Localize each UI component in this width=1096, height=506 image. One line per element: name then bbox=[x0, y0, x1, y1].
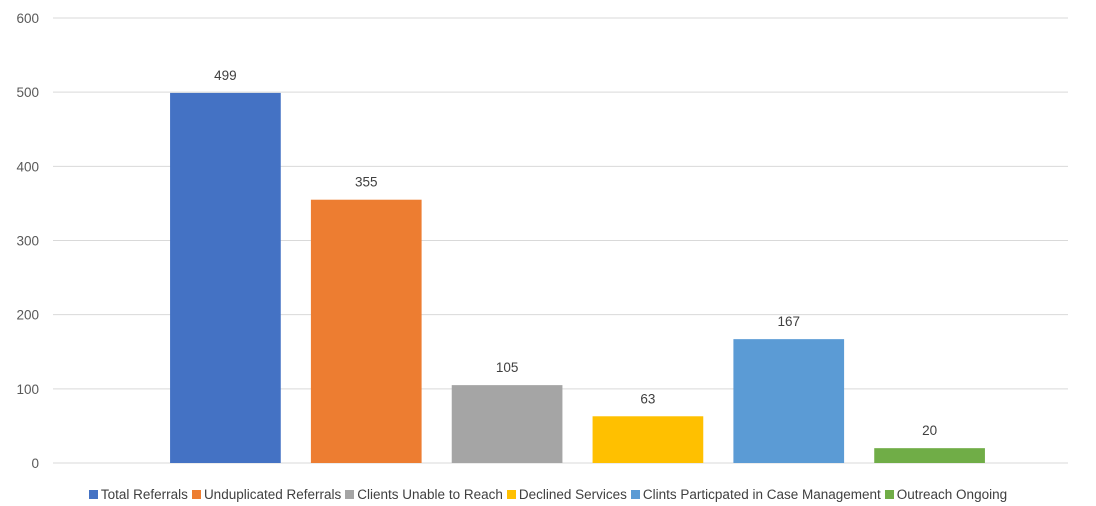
legend: Total Referrals Unduplicated Referrals Cli… bbox=[0, 487, 1096, 502]
legend-item: Unduplicated Referrals bbox=[191, 487, 342, 502]
legend-swatch bbox=[345, 490, 355, 499]
legend-swatch bbox=[630, 490, 640, 499]
data-label: 499 bbox=[214, 68, 237, 83]
legend-label: Outreach Ongoing bbox=[896, 487, 1008, 502]
bar-declined-services bbox=[592, 416, 704, 463]
y-axis-tick-labels: 0 100 200 300 400 500 600 bbox=[16, 11, 39, 471]
bar-outreach-ongoing bbox=[874, 448, 985, 463]
legend-label: Total Referrals bbox=[100, 487, 188, 502]
legend-item: Outreach Ongoing bbox=[884, 487, 1008, 502]
data-label: 355 bbox=[355, 175, 378, 190]
y-tick-label: 200 bbox=[16, 308, 39, 323]
y-tick-label: 400 bbox=[16, 159, 39, 174]
data-label: 105 bbox=[496, 360, 519, 375]
data-labels: 499 355 105 63 167 20 bbox=[214, 68, 937, 438]
bars bbox=[170, 92, 985, 464]
legend-swatch bbox=[884, 490, 894, 499]
bar-clints-particpated-in-case-management bbox=[733, 339, 845, 463]
y-tick-label: 100 bbox=[16, 382, 39, 397]
legend-label: Clints Particpated in Case Management bbox=[642, 487, 881, 502]
y-tick-label: 500 bbox=[16, 85, 39, 100]
bar-total-referrals bbox=[170, 92, 281, 464]
y-tick-label: 600 bbox=[16, 11, 39, 26]
bar-chart-plot: 0 100 200 300 400 500 600 499 355 105 63 167 20 bbox=[16, 11, 1068, 471]
legend-swatch bbox=[506, 490, 516, 499]
data-label: 20 bbox=[922, 423, 937, 438]
data-label: 167 bbox=[777, 314, 800, 329]
legend-label: Declined Services bbox=[518, 487, 627, 502]
bar-clients-unable-to-reach bbox=[451, 385, 563, 463]
legend-swatch bbox=[88, 490, 98, 499]
data-label: 63 bbox=[640, 391, 655, 406]
legend-label: Unduplicated Referrals bbox=[203, 487, 342, 502]
bar-unduplicated-referrals bbox=[310, 199, 422, 464]
y-tick-label: 0 bbox=[31, 456, 39, 471]
legend-swatch bbox=[191, 490, 201, 499]
legend-item: Clints Particpated in Case Management bbox=[630, 487, 881, 502]
legend-label: Clients Unable to Reach bbox=[357, 487, 503, 502]
legend-item: Declined Services bbox=[506, 487, 627, 502]
legend-item: Total Referrals bbox=[88, 487, 188, 502]
y-tick-label: 300 bbox=[16, 234, 39, 249]
legend-item: Clients Unable to Reach bbox=[345, 487, 503, 502]
